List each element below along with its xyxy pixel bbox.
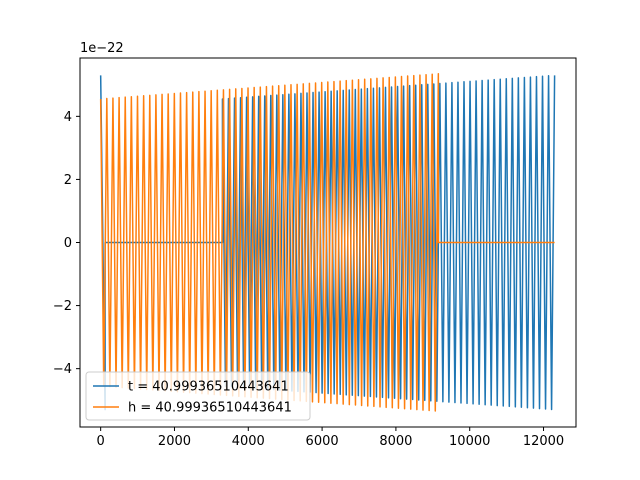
x-tick-label: 10000	[449, 434, 490, 449]
y-tick-label: 2	[64, 173, 72, 188]
x-tick-label: 0	[97, 434, 105, 449]
plot-area	[99, 73, 556, 412]
series-line-1	[99, 73, 555, 412]
y-tick-label: −4	[53, 362, 72, 377]
x-tick-label: 12000	[523, 434, 564, 449]
x-tick-label: 6000	[306, 434, 339, 449]
y-tick-label: 4	[64, 110, 72, 125]
x-tick-label: 8000	[379, 434, 412, 449]
y-axis-scale-label: 1e−22	[80, 41, 124, 56]
y-tick-label: 0	[64, 236, 72, 251]
x-tick-label: 4000	[232, 434, 265, 449]
legend: t = 40.99936510443641 h = 40.999365104436…	[85, 371, 311, 421]
legend-label-0: t = 40.99936510443641	[128, 380, 289, 395]
y-axis: −4 −2 0 2 4	[53, 110, 80, 377]
y-tick-label: −2	[53, 299, 72, 314]
legend-box	[85, 371, 311, 421]
legend-label-1: h = 40.99936510443641	[128, 401, 292, 416]
x-axis: 0 2000 4000 6000 8000 10000 12000	[97, 427, 564, 449]
x-tick-label: 2000	[158, 434, 191, 449]
